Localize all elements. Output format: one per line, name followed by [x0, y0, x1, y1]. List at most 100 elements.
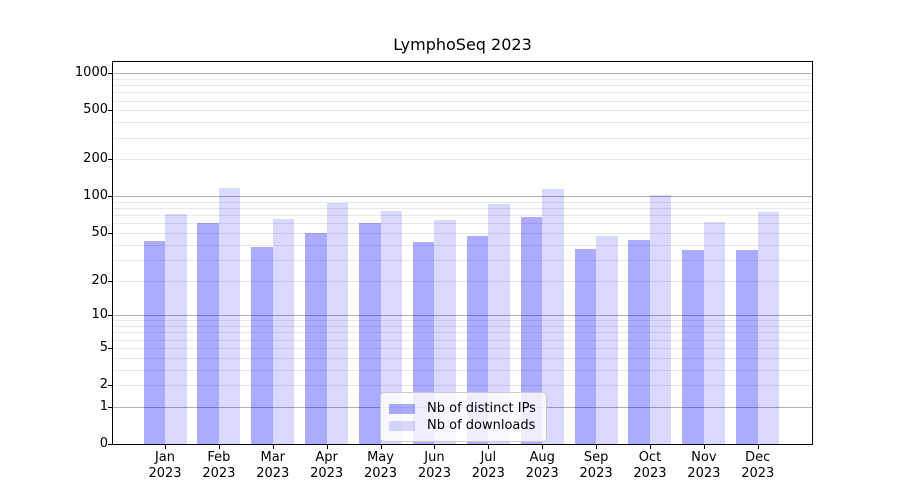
- minor-gridline: [113, 159, 812, 161]
- minor-gridline: [113, 326, 812, 328]
- x-tick-label: Sep 2023: [566, 450, 626, 482]
- y-tick-mark: [108, 444, 112, 445]
- major-gridline: [113, 73, 812, 75]
- y-tick-label: 1000: [74, 65, 108, 81]
- y-tick-label: 10: [91, 307, 108, 323]
- x-tick-label: May 2023: [351, 450, 411, 482]
- minor-gridline: [113, 137, 812, 139]
- y-tick-label: 1: [99, 398, 108, 414]
- y-tick-mark: [108, 110, 112, 112]
- y-tick-mark: [108, 280, 112, 282]
- bar-ips-sep: [574, 248, 597, 444]
- minor-gridline: [113, 385, 812, 387]
- x-tick-label: Dec 2023: [728, 450, 788, 482]
- x-tick-label-year: 2023: [579, 466, 613, 481]
- bar-downloads-apr: [326, 203, 349, 444]
- legend-label-downloads: Nb of downloads: [427, 418, 536, 433]
- y-tick-mark: [108, 73, 112, 75]
- y-tick-label: 0: [99, 436, 108, 451]
- bar-ips-feb: [197, 223, 219, 444]
- minor-gridline: [113, 215, 812, 217]
- x-tick-label-month: Aug: [529, 450, 555, 465]
- plot-area: [112, 61, 813, 445]
- minor-gridline: [113, 347, 812, 349]
- x-tick-label-year: 2023: [256, 466, 290, 481]
- bar-ips-nov: [682, 250, 704, 444]
- bar-downloads-jul: [488, 204, 510, 444]
- x-tick-mark: [703, 445, 705, 449]
- x-tick-label: Jan 2023: [135, 450, 195, 482]
- y-tick-mark: [108, 385, 112, 387]
- y-tick-mark: [108, 196, 112, 198]
- y-tick-mark: [108, 159, 112, 161]
- y-tick-mark: [108, 347, 112, 349]
- y-tick-mark: [108, 406, 112, 408]
- minor-gridline: [113, 92, 812, 94]
- x-tick-label: Feb 2023: [189, 450, 249, 482]
- minor-gridline: [113, 320, 812, 322]
- x-tick-label: Nov 2023: [674, 450, 734, 482]
- minor-gridline: [113, 78, 812, 80]
- legend-row-distinct-ips: Nb of distinct IPs: [389, 401, 536, 416]
- x-tick-label: Jul 2023: [458, 450, 518, 482]
- y-tick-label: 200: [83, 151, 108, 167]
- bar-downloads-jan: [165, 213, 187, 444]
- x-tick-label-year: 2023: [310, 466, 344, 481]
- minor-gridline: [113, 357, 812, 359]
- bar-ips-apr: [305, 232, 327, 444]
- x-tick-mark: [218, 445, 220, 449]
- minor-gridline: [113, 244, 812, 246]
- minor-gridline: [113, 232, 812, 234]
- legend-row-downloads: Nb of downloads: [389, 418, 536, 433]
- minor-gridline: [113, 259, 812, 261]
- y-tick-mark: [108, 232, 112, 234]
- major-gridline: [113, 196, 812, 198]
- minor-gridline: [113, 100, 812, 102]
- x-tick-label-year: 2023: [525, 466, 559, 481]
- x-tick-label-month: Sep: [583, 450, 609, 465]
- bar-ips-mar: [251, 247, 273, 444]
- minor-gridline: [113, 280, 812, 282]
- x-tick-label-month: Jul: [480, 450, 497, 465]
- y-tick-mark: [108, 315, 112, 317]
- x-tick-label-year: 2023: [633, 466, 667, 481]
- chart-title: LymphoSeq 2023: [393, 35, 532, 54]
- x-tick-mark: [488, 445, 490, 449]
- bar-downloads-nov: [703, 222, 726, 444]
- x-tick-label-month: Oct: [638, 450, 662, 465]
- minor-gridline: [113, 208, 812, 210]
- minor-gridline: [113, 122, 812, 124]
- x-tick-mark: [165, 445, 166, 449]
- x-tick-label-year: 2023: [202, 466, 236, 481]
- x-tick-label-year: 2023: [687, 466, 721, 481]
- x-tick-label: Jun 2023: [404, 450, 464, 482]
- minor-gridline: [113, 110, 812, 112]
- x-tick-label-month: Apr: [315, 450, 338, 465]
- x-tick-mark: [326, 445, 328, 449]
- legend: Nb of distinct IPs Nb of downloads: [380, 392, 547, 442]
- bar-ips-dec: [736, 250, 758, 444]
- x-tick-mark: [542, 445, 544, 449]
- x-tick-label: Mar 2023: [243, 450, 303, 482]
- legend-swatch-distinct-ips-icon: [389, 403, 415, 414]
- x-tick-label-year: 2023: [471, 466, 505, 481]
- legend-swatch-downloads-icon: [389, 420, 415, 431]
- x-tick-label-month: Feb: [207, 450, 231, 465]
- x-tick-label-month: Jun: [424, 450, 445, 465]
- bar-ips-aug: [520, 216, 543, 444]
- y-tick-label: 500: [83, 102, 108, 118]
- bar-ips-jan: [143, 240, 165, 444]
- minor-gridline: [113, 223, 812, 225]
- y-tick-label: 20: [91, 272, 108, 288]
- x-tick-mark: [757, 445, 759, 449]
- x-tick-label-year: 2023: [148, 466, 182, 481]
- x-tick-label-year: 2023: [741, 466, 775, 481]
- major-gridline: [113, 315, 812, 317]
- x-tick-mark: [380, 445, 382, 449]
- y-tick-label: 100: [83, 188, 108, 204]
- bar-downloads-aug: [542, 188, 564, 444]
- minor-gridline: [113, 332, 812, 334]
- bar-downloads-feb: [218, 187, 241, 444]
- x-tick-mark: [272, 445, 274, 449]
- bar-downloads-may: [380, 210, 403, 444]
